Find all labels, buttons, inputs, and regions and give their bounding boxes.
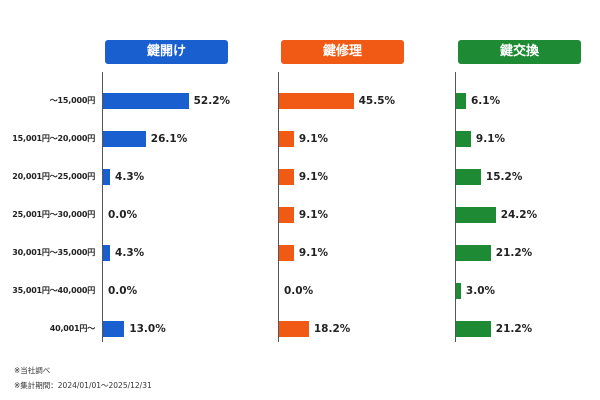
bar xyxy=(279,245,294,261)
category-label: 15,001円〜20,000円 xyxy=(12,134,95,143)
bar xyxy=(456,169,481,185)
axis-line xyxy=(278,72,279,342)
bar xyxy=(279,207,294,223)
data-label: 9.1% xyxy=(475,133,506,145)
data-label: 9.1% xyxy=(298,247,329,259)
data-label: 52.2% xyxy=(193,95,231,107)
data-label: 21.2% xyxy=(495,247,533,259)
bar xyxy=(456,245,491,261)
category-label: 30,001円〜35,000円 xyxy=(12,248,95,257)
data-label: 3.0% xyxy=(465,285,496,297)
bar xyxy=(456,93,466,109)
data-label: 6.1% xyxy=(471,95,501,107)
bar xyxy=(103,321,125,337)
data-label: 45.5% xyxy=(358,95,396,107)
category-label: 35,001円〜40,000円 xyxy=(12,286,95,295)
category-label: 〜15,000円 xyxy=(49,96,95,105)
data-label: 21.2% xyxy=(495,323,533,335)
bar xyxy=(103,93,189,109)
bar xyxy=(456,207,496,223)
bar xyxy=(279,321,309,337)
bar xyxy=(103,131,146,147)
footnote: ※当社調べ xyxy=(14,366,51,375)
data-label: 4.3% xyxy=(115,247,145,259)
bar xyxy=(279,169,294,185)
bar xyxy=(103,245,111,261)
data-label: 18.2% xyxy=(313,323,351,335)
data-label: 0.0% xyxy=(108,285,138,297)
data-label: 24.2% xyxy=(500,209,538,221)
category-label: 20,001円〜25,000円 xyxy=(12,172,95,181)
bar xyxy=(456,131,471,147)
data-label: 9.1% xyxy=(298,171,329,183)
panel-title: 鍵開け xyxy=(105,40,228,64)
category-label: 40,001円〜 xyxy=(49,324,95,333)
bar xyxy=(279,93,354,109)
axis-line xyxy=(455,72,456,342)
data-label: 13.0% xyxy=(129,323,166,335)
data-label: 0.0% xyxy=(284,285,314,297)
data-label: 4.3% xyxy=(115,171,145,183)
data-label: 26.1% xyxy=(150,133,188,145)
category-label: 25,001円〜30,000円 xyxy=(12,210,95,219)
data-label: 9.1% xyxy=(298,209,329,221)
footnote: ※集計期間：2024/01/01〜2025/12/31 xyxy=(14,381,152,390)
panel-title: 鍵交換 xyxy=(458,40,581,64)
bar xyxy=(103,169,111,185)
bar xyxy=(456,283,461,299)
bar xyxy=(279,131,294,147)
panel-title: 鍵修理 xyxy=(281,40,404,64)
bar xyxy=(456,321,491,337)
data-label: 15.2% xyxy=(485,171,523,183)
data-label: 9.1% xyxy=(298,133,329,145)
axis-line xyxy=(102,72,103,342)
data-label: 0.0% xyxy=(108,209,138,221)
